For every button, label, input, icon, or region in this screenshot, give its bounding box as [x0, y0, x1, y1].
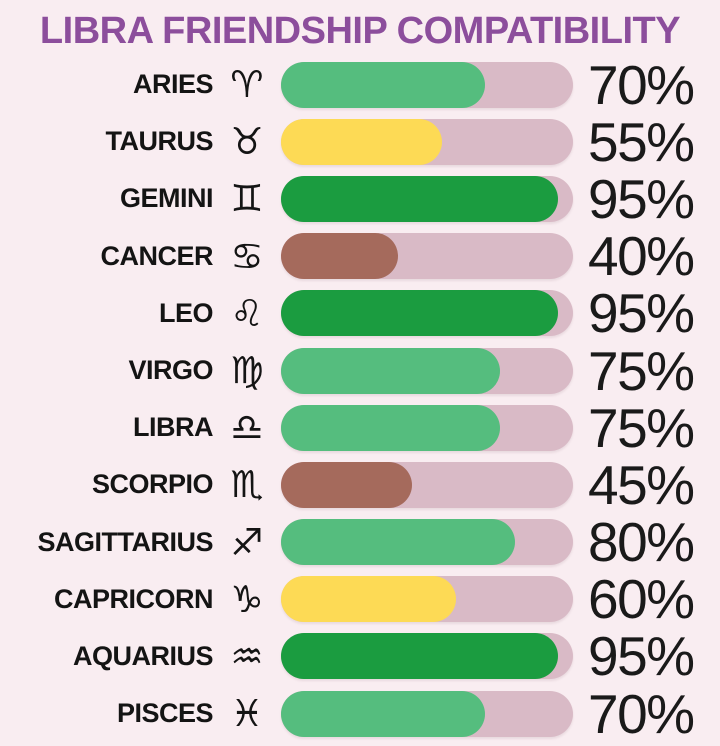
sign-label: LEO: [158, 297, 214, 328]
sign-label: CAPRICORN: [53, 583, 214, 614]
compatibility-bar-chart: ARIES ♈ 70% TAURUS ♉ 55% GEMINI ♊ 95% CANCER ♋ 40% L…: [0, 54, 720, 745]
percent-label: 95%: [588, 625, 695, 688]
bar-fill: [281, 519, 515, 566]
percent-label: 80%: [588, 511, 695, 574]
cancer-zodiac-icon: ♋: [230, 234, 264, 278]
bar-fill: [281, 61, 486, 108]
bar-fill: [281, 290, 559, 337]
chart-row: PISCES ♓ 70%: [0, 683, 720, 745]
percent-label: 40%: [588, 225, 695, 288]
percent-label: 95%: [588, 282, 695, 345]
bar-track: [281, 519, 573, 566]
percent-label: 70%: [588, 682, 695, 745]
bar-fill: [281, 118, 442, 165]
chart-row: LIBRA ♎ 75%: [0, 397, 720, 459]
chart-row: CANCER ♋ 40%: [0, 225, 720, 287]
capricorn-zodiac-icon: ♑: [230, 577, 264, 621]
scorpio-zodiac-icon: ♏: [230, 463, 264, 507]
sign-label: GEMINI: [119, 183, 214, 214]
percent-label: 55%: [588, 110, 695, 173]
sagittarius-zodiac-icon: ♐: [230, 520, 264, 564]
bar-fill: [281, 233, 398, 280]
leo-zodiac-icon: ♌: [230, 291, 264, 335]
sign-label: LIBRA: [133, 412, 214, 443]
sign-label: SAGITTARIUS: [37, 526, 214, 557]
libra-zodiac-icon: ♎: [230, 406, 264, 450]
aquarius-zodiac-icon: ♒: [230, 634, 264, 678]
chart-row: SCORPIO ♏ 45%: [0, 454, 720, 516]
sign-label: TAURUS: [105, 126, 214, 157]
chart-row: ARIES ♈ 70%: [0, 54, 720, 116]
sign-label: PISCES: [116, 698, 214, 729]
bar-fill: [281, 347, 500, 394]
bar-fill: [281, 690, 486, 737]
percent-label: 75%: [588, 396, 695, 459]
sign-label: CANCER: [100, 240, 213, 271]
bar-fill: [281, 175, 559, 222]
bar-track: [281, 461, 573, 508]
bar-track: [281, 404, 573, 451]
sign-label: ARIES: [132, 69, 214, 100]
percent-label: 75%: [588, 339, 695, 402]
percent-label: 70%: [588, 53, 695, 116]
sign-label: VIRGO: [128, 355, 213, 386]
bar-fill: [281, 404, 500, 451]
virgo-zodiac-icon: ♍: [230, 349, 264, 393]
percent-label: 95%: [588, 167, 695, 230]
chart-row: TAURUS ♉ 55%: [0, 111, 720, 173]
pisces-zodiac-icon: ♓: [230, 692, 264, 736]
bar-track: [281, 690, 573, 737]
percent-label: 60%: [588, 568, 695, 631]
page-title: LIBRA FRIENDSHIP COMPATIBILITY: [39, 9, 681, 52]
bar-track: [281, 118, 573, 165]
chart-row: GEMINI ♊ 95%: [0, 168, 720, 230]
percent-label: 45%: [588, 453, 695, 516]
chart-row: AQUARIUS ♒ 95%: [0, 625, 720, 687]
bar-track: [281, 233, 573, 280]
bar-fill: [281, 633, 559, 680]
gemini-zodiac-icon: ♊: [230, 177, 264, 221]
bar-fill: [281, 576, 457, 623]
chart-row: LEO ♌ 95%: [0, 282, 720, 344]
bar-fill: [281, 461, 413, 508]
chart-row: VIRGO ♍ 75%: [0, 340, 720, 402]
chart-row: SAGITTARIUS ♐ 80%: [0, 511, 720, 573]
sign-label: AQUARIUS: [72, 640, 214, 671]
sign-label: SCORPIO: [91, 469, 214, 500]
bar-track: [281, 61, 573, 108]
bar-track: [281, 290, 573, 337]
bar-track: [281, 347, 573, 394]
bar-track: [281, 633, 573, 680]
bar-track: [281, 175, 573, 222]
aries-zodiac-icon: ♈: [230, 63, 264, 107]
chart-row: CAPRICORN ♑ 60%: [0, 568, 720, 630]
bar-track: [281, 576, 573, 623]
taurus-zodiac-icon: ♉: [230, 120, 264, 164]
